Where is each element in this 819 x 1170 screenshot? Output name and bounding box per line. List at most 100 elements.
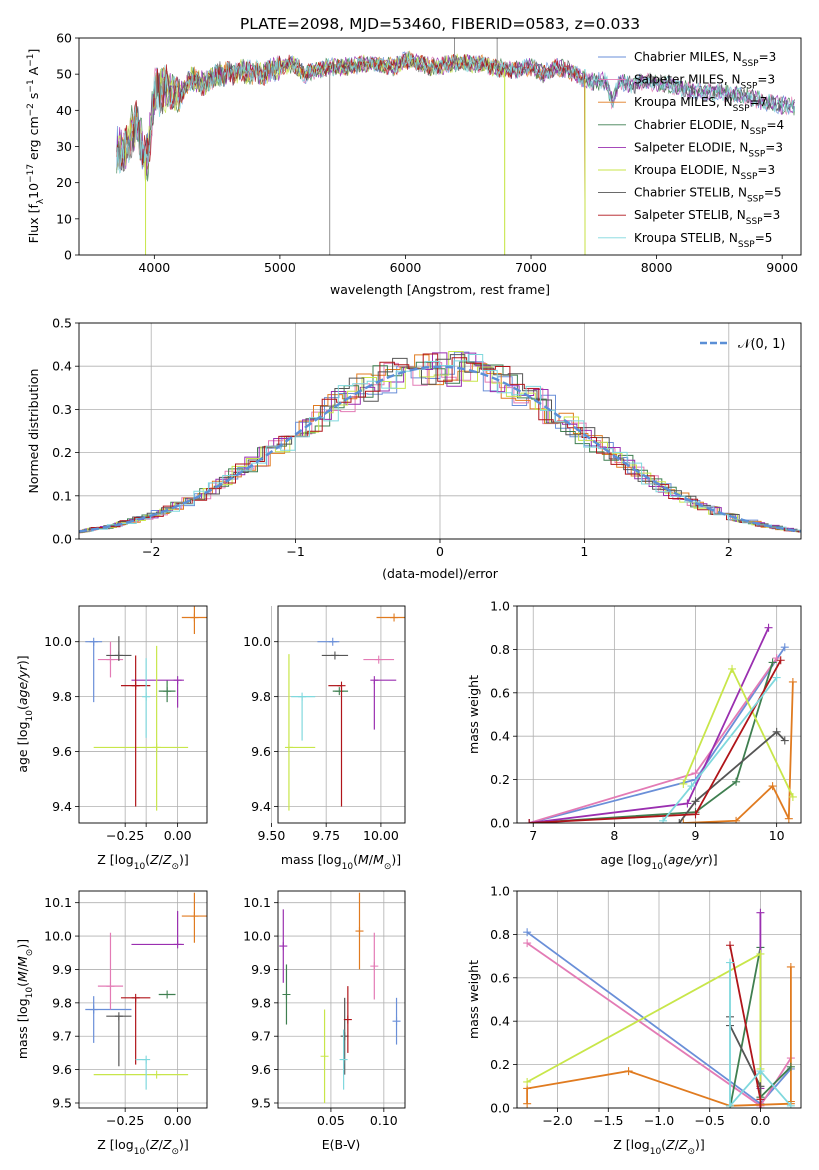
weight-point — [780, 736, 789, 745]
y-tick-label: 0.2 — [52, 445, 72, 460]
weight-point — [756, 1104, 765, 1108]
weight-point — [726, 958, 734, 967]
y-tick-label: 9.8 — [52, 995, 72, 1010]
weight-point — [732, 777, 741, 786]
axes-frame — [277, 890, 406, 1109]
y-tick-label: 9.5 — [251, 1095, 271, 1110]
residuals-axes: −2 −1 0 1 2 0.0 0.1 0.2 0.3 0.4 0.5 𝒩(0, 1) (data-mo… — [26, 316, 802, 581]
errorbar-salpeter-stelib — [343, 986, 352, 1053]
mass-vs-ebv-axes: 0.05 0.10 9.5 9.6 9.7 9.8 9.9 10.0 10.1 E(B-V) — [243, 890, 406, 1152]
data-point — [390, 613, 399, 622]
errorbar-chabrier-stelib — [106, 1012, 132, 1067]
y-axis-label: Normed distribution — [26, 369, 41, 494]
y-tick-label: 9.6 — [251, 744, 271, 759]
gridlines — [271, 606, 405, 823]
weight-point — [786, 1101, 795, 1108]
weight-point — [728, 664, 737, 673]
data-point — [190, 613, 199, 622]
x-tick-label: 10 — [769, 828, 785, 843]
errorbar-kroupa-stelib — [339, 1029, 348, 1090]
errorbar-chabrier-miles — [392, 997, 401, 1045]
y-tick-label: 60 — [56, 31, 72, 46]
errorbar-kroupa-stelib — [291, 692, 316, 741]
data-point — [106, 655, 115, 664]
data-point — [152, 1070, 161, 1079]
x-tick-label: −1 — [286, 544, 304, 559]
legend-label: Salpeter STELIB, NSSP=3 — [634, 208, 780, 227]
x-tick-label: 6000 — [390, 260, 422, 275]
errorbar-salpeter-elodie — [131, 676, 184, 708]
y-tick-label: 10 — [56, 211, 72, 226]
y-tick-label: 0.3 — [52, 402, 72, 417]
weight-point — [726, 1101, 734, 1108]
y-tick-label: 0.0 — [490, 816, 510, 831]
data-point — [142, 692, 151, 701]
data-point — [142, 1055, 151, 1064]
weight-point — [786, 962, 795, 971]
y-tick-label: 10.0 — [243, 634, 271, 649]
tick-labels: −0.25 0.00 9.5 9.6 9.7 9.8 9.9 10.0 10.1 — [44, 895, 191, 1128]
errorbar-chabrier-stelib — [106, 636, 132, 661]
data-point — [284, 743, 293, 752]
errorbars — [279, 892, 401, 1103]
y-tick-label: 0 — [64, 248, 72, 263]
weight-point — [523, 928, 532, 937]
weight-point — [679, 779, 688, 788]
tick-labels: −2 −1 0 1 2 0.0 0.1 0.2 0.3 0.4 0.5 — [52, 316, 733, 560]
gridlines — [278, 891, 405, 1108]
x-axis-label: wavelength [Angstrom, rest frame] — [330, 282, 550, 297]
weight-point — [732, 816, 741, 823]
data-point — [114, 651, 123, 660]
weight-point — [768, 782, 777, 791]
legend-label: Salpeter MILES, NSSP=3 — [634, 73, 775, 92]
data-point — [190, 912, 199, 921]
gridlines — [79, 891, 207, 1108]
weight-line — [678, 730, 786, 823]
weight-series-salpeter-stelib — [726, 941, 765, 1108]
weight-point — [756, 1095, 765, 1104]
legend-label: Kroupa ELODIE, NSSP=3 — [634, 163, 775, 182]
y-tick-label: 9.8 — [251, 995, 271, 1010]
data-point — [298, 692, 307, 701]
spectrum-lines — [116, 38, 796, 255]
weight-point — [683, 799, 692, 808]
y-tick-label: 9.7 — [251, 1029, 271, 1044]
histogram-salpeter-miles — [79, 362, 801, 534]
x-axis-label: (data-model)/error — [382, 566, 499, 581]
x-axis-label: mass [log10(M/M⊙)] — [281, 852, 401, 872]
legend-label: Chabrier MILES, NSSP=3 — [634, 50, 776, 69]
y-tick-label: 0.2 — [490, 1057, 510, 1072]
y-tick-label: 9.4 — [251, 799, 271, 814]
weight-point — [764, 623, 773, 632]
tick-labels: −0.25 0.00 9.4 9.6 9.8 10.0 — [44, 634, 191, 843]
data-point — [131, 681, 140, 690]
x-tick-label: 0.05 — [317, 1113, 345, 1128]
data-point — [173, 676, 182, 685]
axes-frame — [516, 890, 802, 1109]
weight-point — [687, 782, 696, 791]
axes-frame — [78, 890, 208, 1109]
weight-line — [529, 662, 774, 823]
data-point — [343, 1015, 352, 1024]
errorbar-kroupa-miles — [376, 613, 405, 622]
y-tick-label: 40 — [56, 103, 72, 118]
weight-series-kroupa-stelib — [659, 673, 781, 823]
data-point — [131, 993, 140, 1002]
y-tick-label: 0.6 — [490, 970, 510, 985]
errorbars — [85, 892, 207, 1090]
weight-lines — [525, 623, 797, 823]
y-tick-label: 1.0 — [490, 884, 510, 899]
y-tick-label: 0.1 — [52, 488, 72, 503]
y-tick-label: 0.6 — [490, 685, 510, 700]
weight-lines — [523, 908, 795, 1108]
data-point — [374, 655, 383, 664]
y-tick-label: 9.6 — [52, 1062, 72, 1077]
legend-label: Chabrier STELIB, NSSP=5 — [634, 186, 782, 205]
errorbar-salpeter-elodie — [131, 911, 184, 949]
data-point — [320, 1052, 329, 1061]
weight-point — [523, 1077, 532, 1086]
tick-labels: 0.05 0.10 9.5 9.6 9.7 9.8 9.9 10.0 10.1 — [243, 895, 398, 1128]
errorbar-kroupa-elodie — [284, 654, 316, 811]
weight-line — [729, 962, 792, 1108]
y-tick-label: 10.0 — [44, 634, 72, 649]
